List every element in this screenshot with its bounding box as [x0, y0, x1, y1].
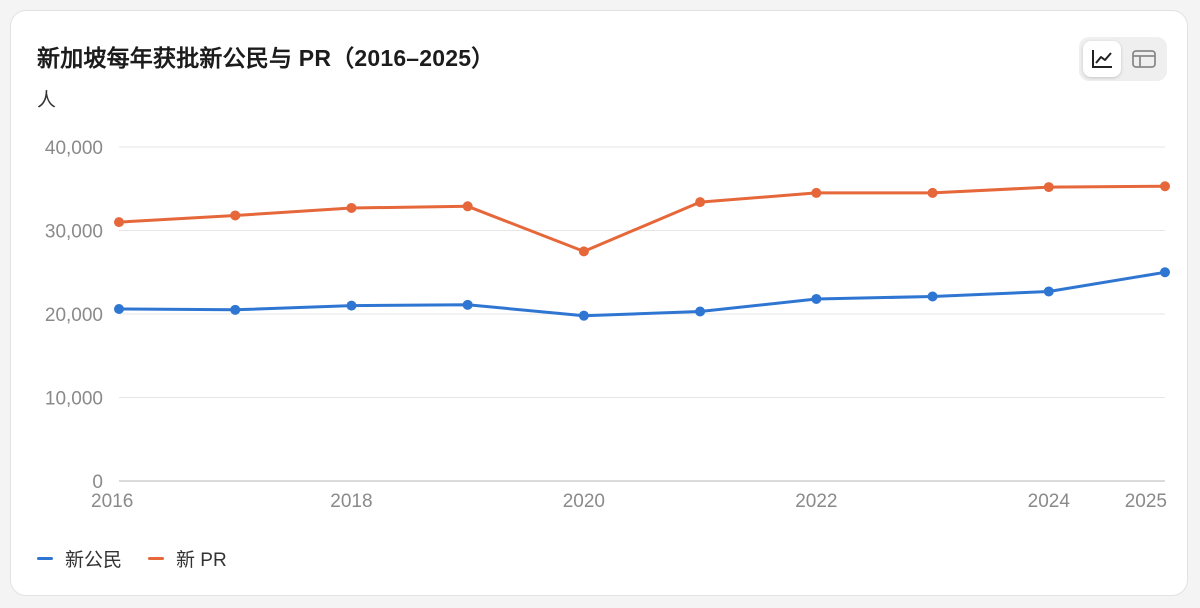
data-point-citizen[interactable]: [462, 299, 473, 310]
data-point-citizen[interactable]: [927, 291, 938, 302]
series-line-pr: [117, 184, 1167, 253]
data-point-pr[interactable]: [346, 202, 357, 213]
data-point-pr[interactable]: [695, 197, 706, 208]
legend-item-pr[interactable]: 新 PR: [148, 545, 227, 572]
legend-label-pr: 新 PR: [176, 550, 227, 571]
y-tick-labels: 0 10,000 20,000 30,000 40,000: [45, 138, 103, 493]
x-tick-label: 2020: [563, 491, 605, 512]
data-point-citizen[interactable]: [346, 300, 357, 311]
x-tick-labels: 2016 2018 2020 2022 2024 2025: [91, 491, 1167, 512]
x-tick-label: 2018: [330, 491, 372, 512]
legend: 新公民 新 PR: [37, 545, 227, 572]
chart-title: 新加坡每年获批新公民与 PR（2016–2025）: [37, 45, 495, 71]
x-tick-label: 2016: [91, 491, 133, 512]
data-point-pr[interactable]: [927, 187, 938, 198]
data-point-pr[interactable]: [811, 187, 822, 198]
chart-view-button[interactable]: [1083, 41, 1121, 77]
view-toggle: [1079, 37, 1167, 81]
data-point-pr[interactable]: [1043, 182, 1054, 193]
legend-label-citizen: 新公民: [65, 550, 123, 571]
series-lines: [114, 181, 1170, 321]
x-tick-label: 2022: [795, 491, 837, 512]
data-point-citizen[interactable]: [1043, 286, 1054, 297]
data-point-pr[interactable]: [462, 201, 473, 212]
data-point-citizen[interactable]: [114, 303, 124, 314]
data-point-pr[interactable]: [578, 246, 589, 257]
legend-swatch-pr: [148, 557, 165, 560]
series-line-citizen: [117, 270, 1167, 318]
data-point-pr[interactable]: [1160, 181, 1170, 192]
data-point-citizen[interactable]: [230, 304, 241, 315]
line-chart-icon: [1092, 50, 1112, 68]
x-tick-label: 2025: [1125, 491, 1167, 512]
table-icon: [1132, 50, 1156, 68]
y-tick-label: 40,000: [45, 138, 103, 159]
data-point-pr[interactable]: [230, 210, 241, 221]
data-point-citizen[interactable]: [1160, 267, 1170, 278]
y-tick-label: 20,000: [45, 305, 103, 326]
y-axis-unit: 人: [37, 90, 57, 111]
table-view-button[interactable]: [1125, 41, 1163, 77]
x-tick-label: 2024: [1028, 491, 1071, 512]
chart-card: 新加坡每年获批新公民与 PR（2016–2025） 人 0 10,000 20,00…: [10, 10, 1188, 596]
data-point-citizen[interactable]: [695, 306, 706, 317]
legend-swatch-citizen: [37, 557, 53, 560]
data-point-citizen[interactable]: [811, 293, 822, 304]
y-tick-label: 0: [92, 472, 103, 493]
y-tick-label: 30,000: [45, 222, 103, 243]
data-point-citizen[interactable]: [578, 310, 589, 321]
grid-lines: [119, 146, 1165, 482]
y-tick-label: 10,000: [45, 389, 103, 410]
data-point-pr[interactable]: [114, 217, 124, 228]
legend-item-citizen[interactable]: 新公民: [37, 545, 122, 572]
